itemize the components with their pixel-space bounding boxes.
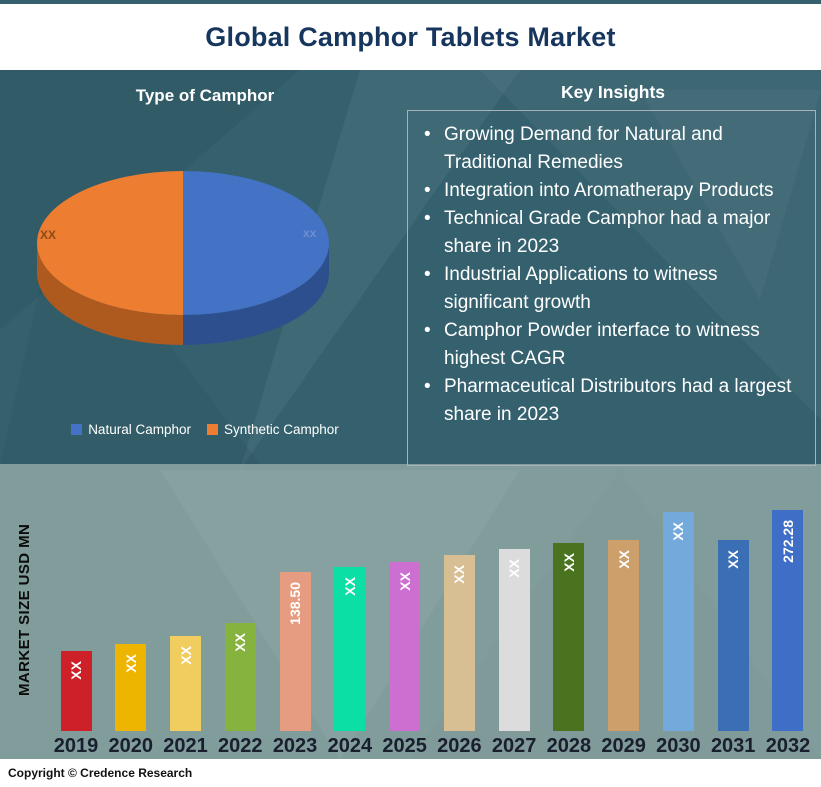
pie-chart	[35, 163, 335, 363]
legend-swatch-natural	[71, 424, 83, 435]
bar-2025: XX	[389, 562, 421, 731]
y-axis-label: MARKET SIZE USD MN	[16, 523, 33, 697]
key-insights-list: Growing Demand for Natural and Tradition…	[420, 121, 807, 429]
page-title: Global Camphor Tablets Market	[205, 21, 616, 52]
copyright-text: Copyright © Credence Research	[8, 766, 193, 780]
bar-value-label: XX	[560, 553, 577, 572]
bar-column: XX 2019	[50, 651, 102, 758]
bar-column: XX 2028	[543, 543, 595, 758]
bar-value-label: 272.28	[779, 520, 796, 563]
x-axis-label-2023: 2023	[272, 735, 318, 757]
x-axis-label-2021: 2021	[163, 735, 208, 757]
bar-2024: XX	[334, 567, 366, 731]
pie-legend: Natural Camphor Synthetic Camphor	[0, 422, 410, 437]
bar-column: 138.50 2023	[269, 572, 321, 758]
x-axis-label-2030: 2030	[656, 735, 701, 757]
bar-2028: XX	[553, 543, 585, 731]
x-axis-label-2019: 2019	[53, 735, 99, 757]
header: Global Camphor Tablets Market	[0, 0, 821, 70]
bar-2022: XX	[224, 623, 256, 731]
legend-item-natural: Natural Camphor	[71, 422, 191, 437]
x-axis-label-2020: 2020	[108, 735, 154, 757]
legend-label-natural: Natural Camphor	[88, 422, 191, 437]
bar-column: XX 2030	[652, 512, 704, 758]
bar-column: XX 2022	[214, 623, 266, 758]
pie-chart-svg	[37, 171, 329, 345]
bar-column: XX 2027	[488, 549, 540, 758]
pie-slice-synthetic	[37, 171, 183, 315]
bar-2031: XX	[717, 540, 749, 731]
x-axis-label-2028: 2028	[546, 735, 592, 757]
bar-2030: XX	[662, 512, 694, 731]
bar-2021: XX	[170, 636, 202, 731]
bar-value-label: XX	[177, 646, 194, 665]
bar-value-label: XX	[122, 654, 139, 673]
bar-value-label: XX	[232, 633, 249, 652]
bar-column: 272.28 2032	[762, 510, 814, 758]
bar-column: XX 2024	[324, 567, 376, 758]
bar-column: XX 2020	[105, 644, 157, 758]
pie-side-synthetic	[37, 243, 183, 345]
bar-value-label: XX	[506, 559, 523, 578]
x-axis-label-2032: 2032	[765, 735, 811, 757]
footer: Copyright © Credence Research	[0, 759, 821, 787]
bar-value-label: XX	[725, 550, 742, 569]
bar-2020: XX	[115, 644, 147, 731]
bar-value-label: XX	[451, 565, 468, 584]
insight-item: Industrial Applications to witness signi…	[420, 261, 807, 317]
legend-label-synthetic: Synthetic Camphor	[223, 422, 339, 437]
x-axis-label-2024: 2024	[327, 735, 373, 757]
bar-value-label: XX	[670, 522, 687, 541]
x-axis-label-2031: 2031	[710, 735, 756, 757]
pie-side-natural	[183, 243, 329, 345]
x-axis-label-2029: 2029	[601, 735, 646, 757]
legend-swatch-synthetic	[206, 424, 218, 435]
pie-slice-natural	[183, 171, 329, 315]
bar-column: XX 2029	[598, 540, 650, 758]
key-insights-title: Key Insights	[560, 82, 666, 102]
pie-slice-label-synthetic: XX	[40, 228, 57, 242]
x-axis-label-2025: 2025	[382, 735, 427, 757]
bar-2032: 272.28	[772, 510, 804, 731]
bar-value-label: XX	[396, 572, 413, 591]
bar-2026: XX	[443, 555, 475, 731]
bar-column: XX 2025	[379, 562, 431, 758]
pie-chart-title: Type of Camphor	[135, 86, 275, 105]
insight-item: Pharmaceutical Distributors had a larges…	[420, 373, 807, 429]
bar-column: XX 2031	[707, 540, 759, 758]
bar-value-label: XX	[615, 550, 632, 569]
insight-item: Camphor Powder interface to witness high…	[420, 317, 807, 373]
bar-2023: 138.50	[279, 572, 311, 731]
bar-column: XX 2026	[433, 555, 485, 758]
key-insights-panel: Growing Demand for Natural and Tradition…	[407, 110, 816, 466]
bar-value-label: XX	[341, 577, 358, 596]
bar-2027: XX	[498, 549, 530, 731]
pie-slice-label-natural: xx	[303, 226, 317, 240]
insight-item: Technical Grade Camphor had a major shar…	[420, 205, 807, 261]
insight-item: Growing Demand for Natural and Tradition…	[420, 121, 807, 177]
bar-value-label: XX	[68, 661, 84, 680]
insight-item: Integration into Aromatherapy Products	[420, 177, 807, 205]
bar-chart-columns: XX 2019 XX 2020 XX 2021 XX 2022 138.50 2023 XX 2024…	[50, 498, 814, 758]
bar-value-label: 138.50	[287, 582, 304, 625]
legend-item-synthetic: Synthetic Camphor	[206, 422, 339, 437]
bar-2029: XX	[608, 540, 640, 731]
x-axis-label-2027: 2027	[491, 735, 537, 757]
x-axis-label-2026: 2026	[437, 735, 482, 757]
bar-column: XX 2021	[160, 636, 212, 758]
x-axis-label-2022: 2022	[218, 735, 263, 757]
bar-2019: XX	[60, 651, 92, 731]
